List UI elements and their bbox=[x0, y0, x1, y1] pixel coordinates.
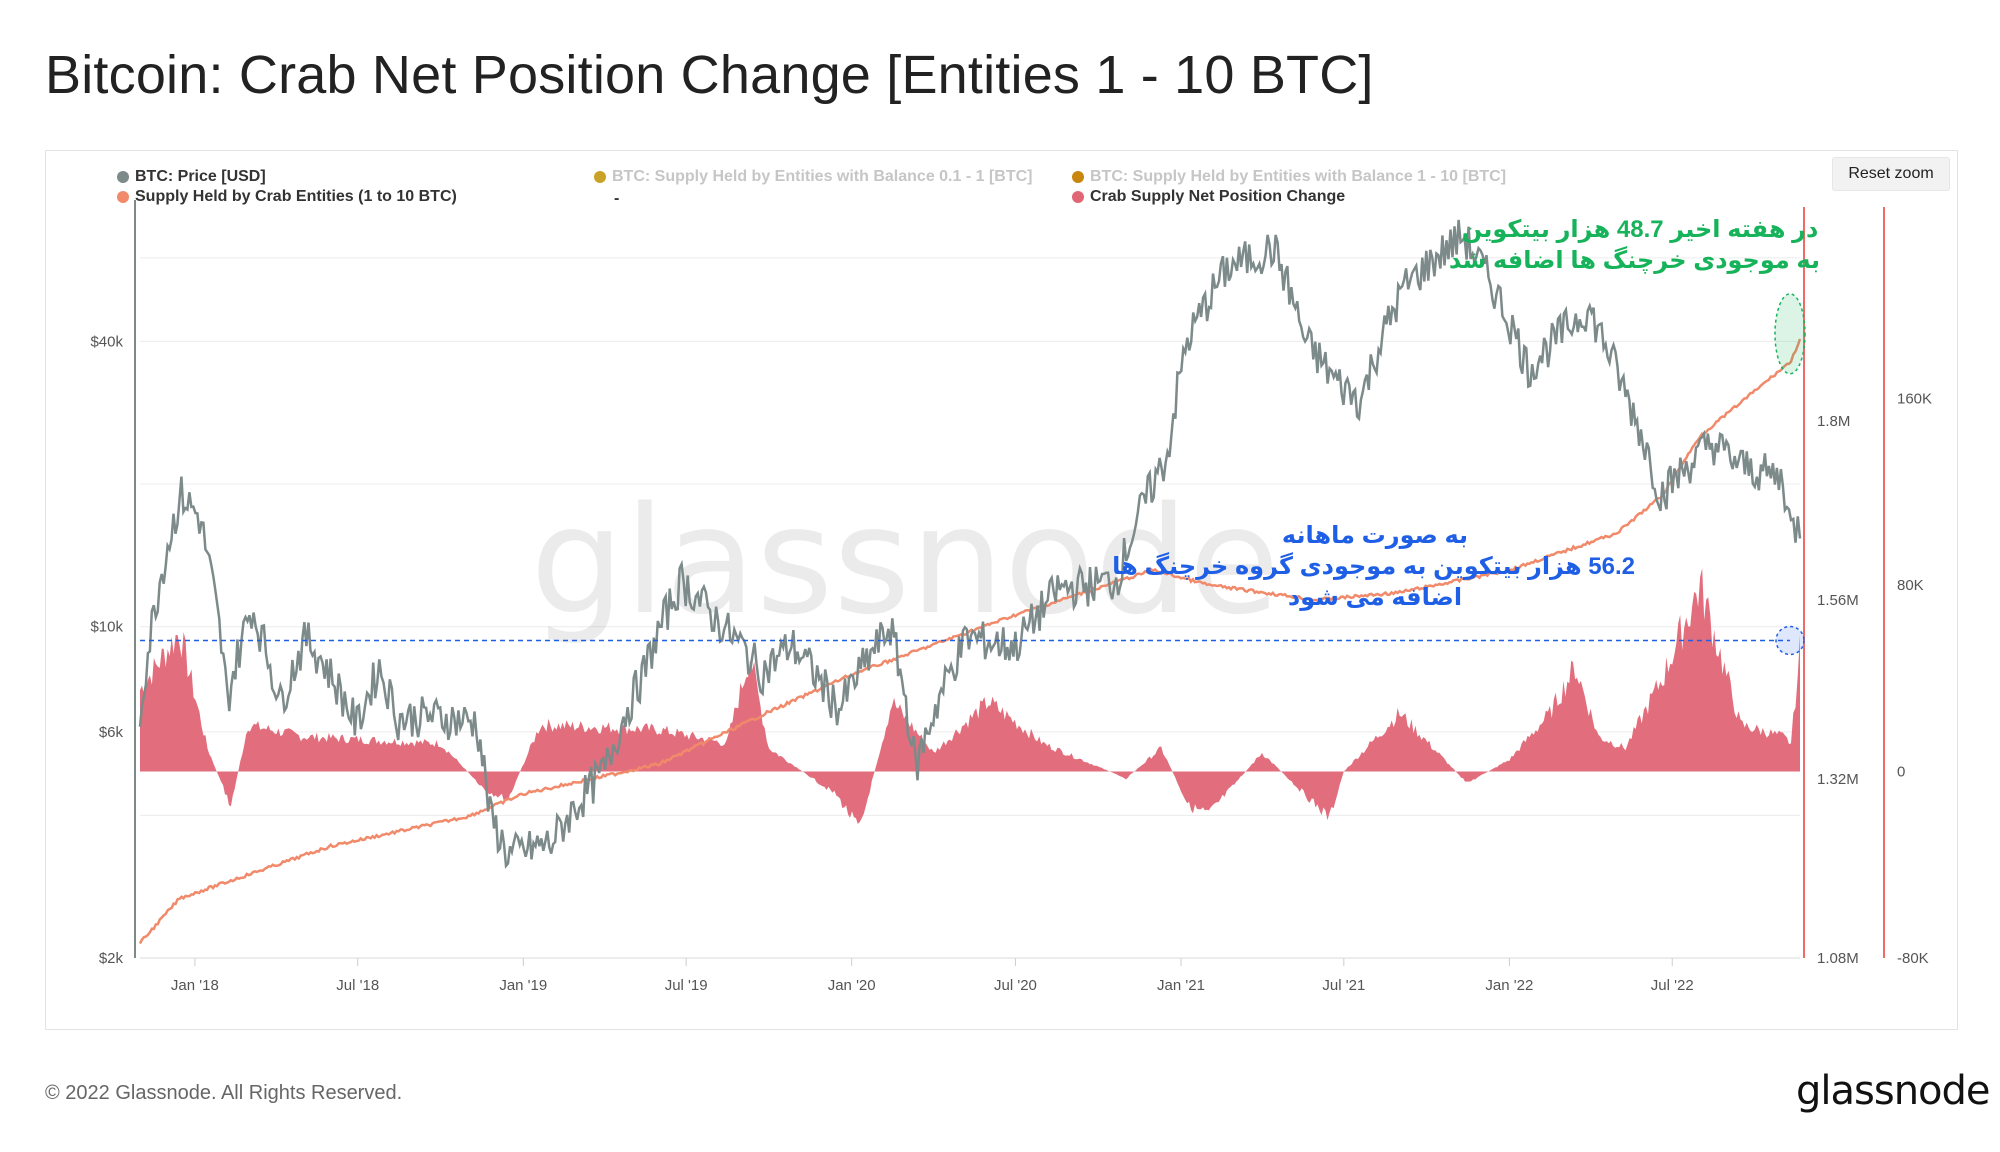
annotation-weekly-line1: در هفته اخیر 48.7 هزار بیتکوین bbox=[1461, 216, 1819, 243]
y-right-tick-label: -80K bbox=[1897, 950, 1929, 967]
y-left-tick-label: $6k bbox=[99, 724, 124, 741]
annotation-monthly-line2: 56.2 هزار بیتکوین به موجودی گروه خرچنگ ه… bbox=[1112, 553, 1635, 580]
legend-label-supply-01-1: BTC: Supply Held by Entities with Balanc… bbox=[612, 168, 1033, 185]
monthly-marker-circle bbox=[1775, 625, 1805, 656]
legend-label-price: BTC: Price [USD] bbox=[135, 168, 266, 185]
legend-label-crab-supply: Supply Held by Crab Entities (1 to 10 BT… bbox=[135, 188, 457, 205]
copyright-text: © 2022 Glassnode. All Rights Reserved. bbox=[45, 1082, 403, 1104]
legend-dot-crab-supply bbox=[117, 191, 129, 203]
x-tick-label: Jul '19 bbox=[665, 977, 708, 994]
y-right-tick-label: 80K bbox=[1897, 577, 1924, 594]
x-tick-label: Jul '21 bbox=[1322, 977, 1365, 994]
legend-item-crab-supply[interactable]: Supply Held by Crab Entities (1 to 10 BT… bbox=[117, 188, 457, 206]
weekly-marker-ellipse bbox=[1774, 293, 1806, 375]
annotation-weekly-line2: به موجودی خرچنگ ها اضافه شد bbox=[1448, 247, 1820, 274]
annotation-monthly: به صورت ماهانه 56.2 هزار بیتکوین به موجو… bbox=[1112, 520, 1635, 613]
x-tick-label: Jan '19 bbox=[499, 977, 547, 994]
price-layer bbox=[138, 219, 1802, 869]
net-change-layer bbox=[140, 568, 1800, 824]
x-tick-label: Jan '20 bbox=[828, 977, 876, 994]
chart-frame bbox=[45, 150, 1958, 1030]
y-mid-tick-label: 1.08M bbox=[1817, 950, 1859, 967]
x-tick-label: Jan '22 bbox=[1485, 977, 1533, 994]
legend-item-supply-1-10[interactable]: BTC: Supply Held by Entities with Balanc… bbox=[1072, 168, 1506, 186]
y-mid-tick-label: 1.8M bbox=[1817, 413, 1850, 430]
y-mid-tick-label: 1.56M bbox=[1817, 592, 1859, 609]
net-change-area bbox=[140, 568, 1800, 824]
y-right-tick-label: 0 bbox=[1897, 764, 1905, 781]
legend-item-price[interactable]: BTC: Price [USD] bbox=[117, 168, 266, 186]
legend-label-supply-1-10: BTC: Supply Held by Entities with Balanc… bbox=[1090, 168, 1507, 185]
x-tick-label: Jan '21 bbox=[1157, 977, 1205, 994]
legend-item-net-change[interactable]: Crab Supply Net Position Change bbox=[1072, 188, 1345, 206]
btc-price-line bbox=[138, 219, 1802, 869]
legend-dot-price bbox=[117, 171, 129, 183]
legend-dash: - bbox=[614, 190, 620, 207]
x-tick-label: Jul '18 bbox=[336, 977, 379, 994]
y-left-tick-label: $2k bbox=[99, 950, 124, 967]
x-tick-label: Jul '20 bbox=[994, 977, 1037, 994]
legend-item-supply-01-1[interactable]: BTC: Supply Held by Entities with Balanc… bbox=[594, 168, 1033, 186]
legend-dot-supply-01-1 bbox=[594, 171, 606, 183]
y-left-tick-label: $40k bbox=[90, 333, 123, 350]
watermark-text: glassnode bbox=[530, 475, 1279, 647]
glassnode-logo: glassnode bbox=[1796, 1068, 1991, 1114]
annotation-weekly: در هفته اخیر 48.7 هزار بیتکوین به موجودی… bbox=[1448, 214, 1820, 276]
supply-layer bbox=[138, 338, 1802, 945]
axes-layer: $2k $6k $10k $40k 1.08M 1.32M 1.56M 1.8M -80K 0 80… bbox=[90, 200, 1932, 994]
page-title: Bitcoin: Crab Net Position Change [Entit… bbox=[45, 45, 1374, 105]
x-tick-label: Jan '18 bbox=[171, 977, 219, 994]
overlay-layer bbox=[140, 293, 1806, 656]
annotation-monthly-line3: اضافه می شود bbox=[1287, 584, 1463, 611]
annotation-monthly-line1: به صورت ماهانه bbox=[1281, 522, 1469, 549]
legend-dot-supply-1-10 bbox=[1072, 171, 1084, 183]
x-tick-label: Jul '22 bbox=[1651, 977, 1694, 994]
legend-dot-net-change bbox=[1072, 191, 1084, 203]
crab-supply-line bbox=[138, 338, 1802, 945]
y-left-tick-label: $10k bbox=[90, 619, 123, 636]
y-mid-tick-label: 1.32M bbox=[1817, 771, 1859, 788]
reset-zoom-button[interactable]: Reset zoom bbox=[1832, 157, 1950, 191]
legend-label-net-change: Crab Supply Net Position Change bbox=[1090, 188, 1346, 205]
y-right-tick-label: 160K bbox=[1897, 391, 1932, 408]
